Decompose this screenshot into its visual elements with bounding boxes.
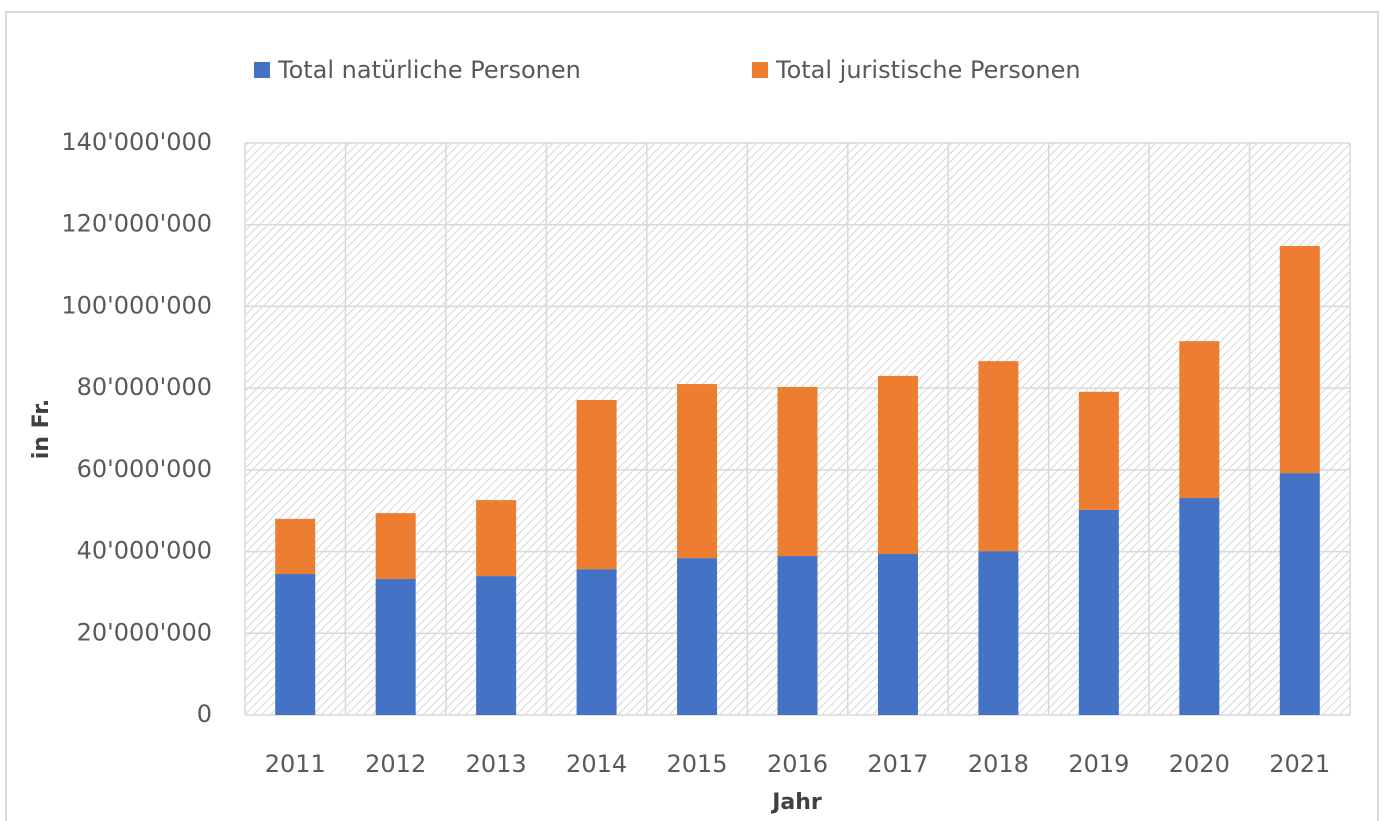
bar-segment (576, 399, 617, 570)
y-axis-label: in Fr. (29, 399, 54, 460)
bar-segment (978, 551, 1019, 715)
y-tick-label: 20'000'000 (77, 618, 212, 646)
x-tick-label: 2014 (566, 750, 627, 778)
bar-segment (1179, 498, 1220, 715)
bar-segment (777, 386, 818, 557)
bar-segment (576, 569, 617, 715)
chart-border (5, 11, 1379, 821)
y-tick-label: 120'000'000 (61, 210, 212, 238)
bar-segment (1078, 391, 1119, 510)
x-tick-label: 2011 (265, 750, 326, 778)
legend-label: Total natürliche Personen (277, 56, 581, 84)
y-tick-label: 140'000'000 (61, 128, 212, 156)
bar-segment (275, 518, 316, 575)
x-tick-label: 2019 (1068, 750, 1129, 778)
bar-segment (978, 361, 1019, 552)
bar-segment (1078, 509, 1119, 715)
bar-segment (476, 576, 517, 715)
y-tick-label: 80'000'000 (77, 373, 212, 401)
x-axis-label: Jahr (770, 790, 822, 815)
x-tick-label: 2017 (867, 750, 928, 778)
x-tick-label: 2012 (365, 750, 426, 778)
bar-segment (1279, 245, 1320, 474)
bar-segment (877, 554, 918, 715)
bar-segment (877, 375, 918, 555)
x-tick-label: 2013 (466, 750, 527, 778)
x-tick-label: 2020 (1169, 750, 1230, 778)
bar-segment (1179, 341, 1220, 499)
legend-swatch (254, 62, 270, 78)
bar-segment (1279, 473, 1320, 715)
bar-segment (275, 574, 316, 715)
y-tick-label: 100'000'000 (61, 291, 212, 319)
bar-segment (677, 558, 718, 715)
bar-segment (375, 513, 416, 579)
x-tick-label: 2021 (1269, 750, 1330, 778)
y-tick-label: 0 (197, 700, 212, 728)
y-tick-label: 40'000'000 (77, 537, 212, 565)
x-tick-label: 2018 (968, 750, 1029, 778)
y-tick-label: 60'000'000 (77, 455, 212, 483)
x-tick-label: 2016 (767, 750, 828, 778)
bar-segment (777, 556, 818, 715)
bar-segment (677, 384, 718, 559)
bar-segment (375, 578, 416, 715)
legend-label: Total juristische Personen (775, 56, 1081, 84)
legend-swatch (752, 62, 768, 78)
bar-segment (476, 500, 517, 577)
x-tick-label: 2015 (667, 750, 728, 778)
